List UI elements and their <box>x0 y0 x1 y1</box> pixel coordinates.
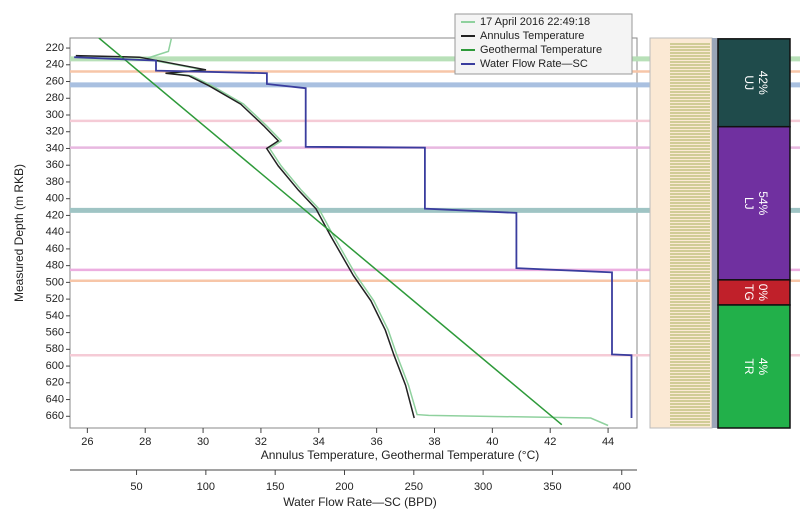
y-axis-title: Measured Depth (m RKB) <box>12 164 26 302</box>
axes: 220 240 260 280 300 320 340 360 380 400 420 440 460 4… <box>46 42 631 493</box>
y-tick-label: 240 <box>46 59 64 71</box>
zone-name: UJ <box>742 75 756 90</box>
x-tick-label: 34 <box>313 436 325 448</box>
y-tick-label: 620 <box>46 377 64 389</box>
y-tick-label: 420 <box>46 209 64 221</box>
zone-name: TG <box>742 284 756 301</box>
y-tick-label: 320 <box>46 126 64 138</box>
track-strip <box>712 38 718 428</box>
y-tick-label: 540 <box>46 310 64 322</box>
y-tick-label: 500 <box>46 276 64 288</box>
y-tick-label: 520 <box>46 293 64 305</box>
x-tick-label: 42 <box>544 436 556 448</box>
zone-percent: 0% <box>756 284 770 302</box>
zone <box>717 38 791 128</box>
zone <box>717 304 791 429</box>
x-tick-label: 36 <box>371 436 383 448</box>
legend-label: Geothermal Temperature <box>480 44 602 56</box>
zone-name: LJ <box>742 197 756 210</box>
y-tick-label: 260 <box>46 75 64 87</box>
y-tick-label: 400 <box>46 193 64 205</box>
zone-percent: 4% <box>756 358 770 376</box>
y-tick-label: 480 <box>46 260 64 272</box>
y-tick-label: 440 <box>46 226 64 238</box>
x2-tick-label: 200 <box>335 481 353 493</box>
series-line <box>75 54 415 419</box>
y-tick-label: 340 <box>46 142 64 154</box>
x2-tick-label: 150 <box>266 481 284 493</box>
series-line <box>74 56 633 418</box>
x-tick-label: 32 <box>255 436 267 448</box>
legend <box>454 13 633 75</box>
zone-percent: 42% <box>756 71 770 95</box>
y-tick-label: 280 <box>46 92 64 104</box>
y-tick-label: 580 <box>46 343 64 355</box>
x-tick-label: 44 <box>602 436 614 448</box>
plot-area <box>69 37 638 429</box>
zone <box>717 125 791 281</box>
x-tick-label: 26 <box>81 436 93 448</box>
legend-label: Annulus Temperature <box>480 30 584 42</box>
legend-label: 17 April 2016 22:49:18 <box>480 16 590 28</box>
y-tick-label: 360 <box>46 159 64 171</box>
lines <box>74 38 633 427</box>
x-tick-label: 40 <box>486 436 498 448</box>
x2-tick-label: 250 <box>405 481 423 493</box>
y-tick-label: 600 <box>46 360 64 372</box>
zone-name: TR <box>742 358 756 374</box>
x2-tick-label: 300 <box>474 481 492 493</box>
x2-axis-title: Water Flow Rate—SC (BPD) <box>283 495 437 509</box>
series-line <box>98 38 563 426</box>
y-tick-label: 300 <box>46 109 64 121</box>
x-tick-label: 30 <box>197 436 209 448</box>
track-stripes <box>670 43 710 426</box>
y-tick-label: 640 <box>46 393 64 405</box>
y-tick-label: 460 <box>46 243 64 255</box>
y-tick-label: 220 <box>46 42 64 54</box>
x2-tick-label: 400 <box>613 481 631 493</box>
x2-tick-label: 100 <box>197 481 215 493</box>
x-axis-title: Annulus Temperature, Geothermal Temperat… <box>261 448 539 462</box>
x2-tick-label: 50 <box>130 481 142 493</box>
zone-percent: 54% <box>756 191 770 215</box>
x2-tick-label: 350 <box>543 481 561 493</box>
y-tick-label: 660 <box>46 410 64 422</box>
x-tick-label: 38 <box>428 436 440 448</box>
y-tick-label: 560 <box>46 326 64 338</box>
x-tick-label: 28 <box>139 436 151 448</box>
legend-label: Water Flow Rate—SC <box>480 58 588 70</box>
y-tick-label: 380 <box>46 176 64 188</box>
